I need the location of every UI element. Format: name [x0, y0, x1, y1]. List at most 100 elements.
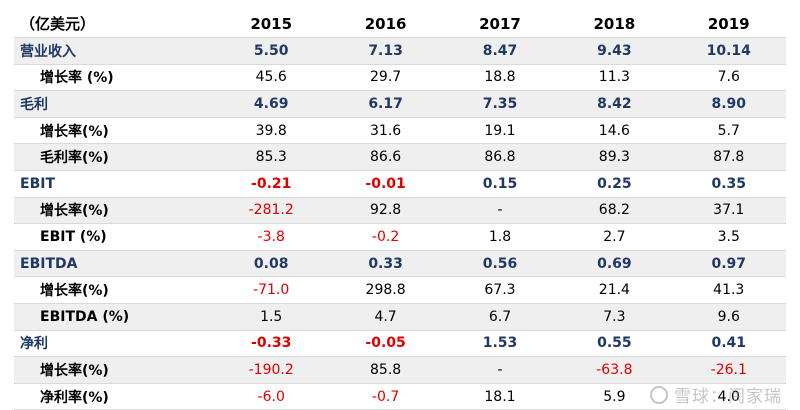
table-row: 增长率(%) -281.2 92.8 - 68.2 37.1	[14, 197, 786, 225]
table-cell: 6.17	[368, 95, 403, 112]
year-header: 2018	[593, 14, 636, 33]
table-cell: 0.25	[597, 175, 632, 192]
row-label: EBITDA (%)	[40, 308, 130, 325]
row-label: 增长率(%)	[40, 123, 109, 140]
row-label: 增长率(%)	[40, 283, 109, 300]
row-label: 净利	[20, 336, 48, 353]
table-cell: 0.35	[711, 175, 747, 192]
table-cell: 7.13	[368, 42, 403, 59]
table-cell: 8.42	[597, 95, 632, 112]
table-cell: 7.3	[603, 308, 626, 325]
table-cell: 89.3	[598, 149, 630, 166]
table-cell: -71.0	[253, 282, 290, 299]
row-label: 增长率 (%)	[40, 70, 114, 87]
table-cell: 0.56	[482, 255, 518, 272]
watermark: 雪球：闫家瑞	[650, 382, 782, 407]
table-cell: 86.8	[484, 149, 516, 166]
table-cell: 9.43	[597, 42, 632, 59]
year-header: 2015	[250, 14, 293, 33]
row-label: 营业收入	[20, 43, 76, 60]
table-cell: 0.97	[711, 255, 747, 272]
xueqiu-logo-icon	[650, 385, 668, 404]
table-cell: 1.5	[260, 308, 283, 325]
table-cell: 9.6	[717, 308, 740, 325]
row-label: EBIT (%)	[40, 228, 107, 245]
table-cell: 10.14	[706, 42, 751, 59]
table-cell: 7.35	[482, 95, 518, 112]
table-cell: 29.7	[370, 69, 402, 86]
row-label: 毛利率(%)	[40, 150, 109, 167]
financial-table: （亿美元） 2015 2016 2017 2018 2019 营业收入 5.50 7…	[14, 10, 786, 410]
table-cell: 2.7	[603, 228, 626, 245]
table-cell: 31.6	[370, 122, 402, 139]
table-cell: 85.3	[255, 149, 287, 166]
table-cell: 11.3	[598, 69, 630, 86]
table-row: 增长率 (%) 45.6 29.7 18.8 11.3 7.6	[14, 65, 786, 92]
table-cell: -3.8	[257, 228, 285, 245]
table-cell: -26.1	[710, 361, 747, 378]
table-cell: 8.90	[711, 95, 747, 112]
table-row: 毛利 4.69 6.17 7.35 8.42 8.90	[14, 91, 786, 118]
table-cell: 45.6	[255, 69, 287, 86]
table-cell: 7.6	[717, 69, 740, 86]
row-label: EBIT	[20, 175, 55, 192]
table-cell: 0.15	[482, 175, 518, 192]
table-cell: 6.7	[488, 308, 512, 325]
row-label: 增长率(%)	[40, 203, 109, 220]
row-label: 增长率(%)	[40, 362, 109, 379]
table-cell: 5.7	[717, 122, 740, 139]
row-label: EBITDA	[20, 255, 78, 272]
table-cell: 0.41	[711, 335, 747, 352]
table-row: EBIT -0.21 -0.01 0.15 0.25 0.35	[14, 171, 786, 198]
table-cell: 0.69	[597, 255, 632, 272]
table-row: 毛利率(%) 85.3 86.6 86.8 89.3 87.8	[14, 144, 786, 171]
table-cell: -190.2	[248, 361, 294, 378]
watermark-text: 雪球：闫家瑞	[674, 387, 782, 407]
table-cell: 0.33	[368, 255, 403, 272]
table-row: 净利 -0.33 -0.05 1.53 0.55 0.41	[14, 331, 786, 358]
row-label: 毛利	[20, 96, 48, 113]
table-cell: 86.6	[370, 149, 402, 166]
table-cell: 68.2	[598, 202, 630, 219]
table-cell: -0.33	[251, 335, 292, 352]
table-cell: -0.7	[371, 388, 400, 405]
table-cell: 298.8	[365, 282, 406, 299]
table-cell: 4.7	[374, 308, 397, 325]
table-row: 增长率(%) 39.8 31.6 19.1 14.6 5.7	[14, 118, 786, 145]
table-cell: 5.9	[603, 388, 626, 405]
table-cell: -	[497, 361, 503, 378]
table-cell: 18.8	[484, 69, 516, 86]
table-row: 营业收入 5.50 7.13 8.47 9.43 10.14	[14, 38, 786, 65]
table-cell: 1.8	[488, 228, 512, 245]
table-row: EBITDA (%) 1.5 4.7 6.7 7.3 9.6	[14, 303, 786, 331]
table-cell: 18.1	[484, 388, 516, 405]
table-cell: 19.1	[484, 122, 516, 139]
table-cell: 67.3	[484, 282, 516, 299]
table-cell: 0.55	[597, 335, 632, 352]
table-cell: 37.1	[713, 202, 745, 219]
table-cell: -63.8	[596, 361, 633, 378]
table-cell: -0.21	[251, 175, 292, 192]
table-cell: -0.01	[365, 175, 406, 192]
table-cell: 1.53	[482, 335, 518, 352]
table-cell: 5.50	[253, 42, 289, 59]
unit-label: （亿美元）	[20, 15, 96, 33]
table-cell: -0.2	[371, 228, 400, 245]
table-body: 营业收入 5.50 7.13 8.47 9.43 10.14 增长率 (%) 45.6 29.7…	[14, 38, 786, 410]
table-cell: -	[497, 202, 503, 219]
table-cell: -6.0	[257, 388, 285, 405]
table-cell: 4.0	[717, 388, 740, 405]
table-cell: 4.69	[253, 95, 289, 112]
table-row: 增长率(%) -190.2 85.8 - -63.8 -26.1	[14, 357, 786, 384]
table-row: EBITDA 0.08 0.33 0.56 0.69 0.97	[14, 250, 786, 278]
table-cell: 3.5	[717, 228, 740, 245]
row-label: 净利率(%)	[40, 389, 109, 406]
table-cell: 8.47	[482, 42, 518, 59]
table-cell: 85.8	[370, 361, 402, 378]
table-cell: 14.6	[598, 122, 630, 139]
year-header: 2016	[364, 14, 407, 33]
year-header: 2019	[707, 14, 750, 33]
table-cell: 92.8	[370, 202, 402, 219]
table-cell: 21.4	[598, 282, 630, 299]
table-row: EBIT (%) -3.8 -0.2 1.8 2.7 3.5	[14, 224, 786, 251]
